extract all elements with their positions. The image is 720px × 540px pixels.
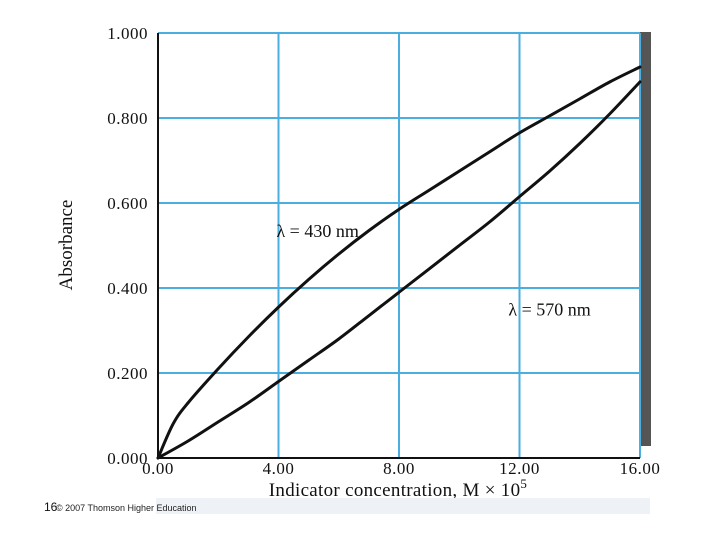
plot-shadow	[640, 32, 651, 446]
x-axis-label: Indicator concentration, M × 105	[269, 476, 527, 501]
y-axis-label: Absorbance	[56, 200, 77, 291]
x-axis-label-text: Indicator concentration, M × 10	[269, 480, 521, 501]
series-line-570nm	[156, 80, 642, 460]
y-tick-label: 0.400	[107, 279, 148, 298]
footer-band	[156, 498, 650, 514]
slide-number: 16	[44, 500, 58, 514]
annotations: λ = 430 nm λ = 570 nm	[276, 221, 590, 320]
x-tick-label: 12.00	[499, 459, 540, 478]
y-tick-label: 0.600	[107, 194, 148, 213]
x-tick-label: 4.00	[263, 459, 295, 478]
x-axis-label-exponent: 5	[520, 476, 527, 491]
grid	[157, 32, 641, 459]
tick-labels: 0.00 4.00 8.00 12.00 16.00 0.000 0.200 0.400 0.6…	[107, 24, 660, 478]
y-tick-label: 0.200	[107, 364, 148, 383]
annotation-570nm: λ = 570 nm	[508, 300, 590, 320]
y-tick-label: 1.000	[107, 24, 148, 43]
y-tick-label: 0.800	[107, 109, 148, 128]
series-layer	[156, 65, 642, 460]
series-line-430nm	[156, 65, 642, 460]
annotation-430nm: λ = 430 nm	[276, 221, 358, 241]
x-tick-label: 16.00	[620, 459, 661, 478]
y-tick-label: 0.000	[107, 449, 148, 468]
copyright-notice: © 2007 Thomson Higher Education	[56, 503, 197, 513]
x-tick-label: 8.00	[383, 459, 415, 478]
x-tick-label: 0.00	[142, 459, 174, 478]
